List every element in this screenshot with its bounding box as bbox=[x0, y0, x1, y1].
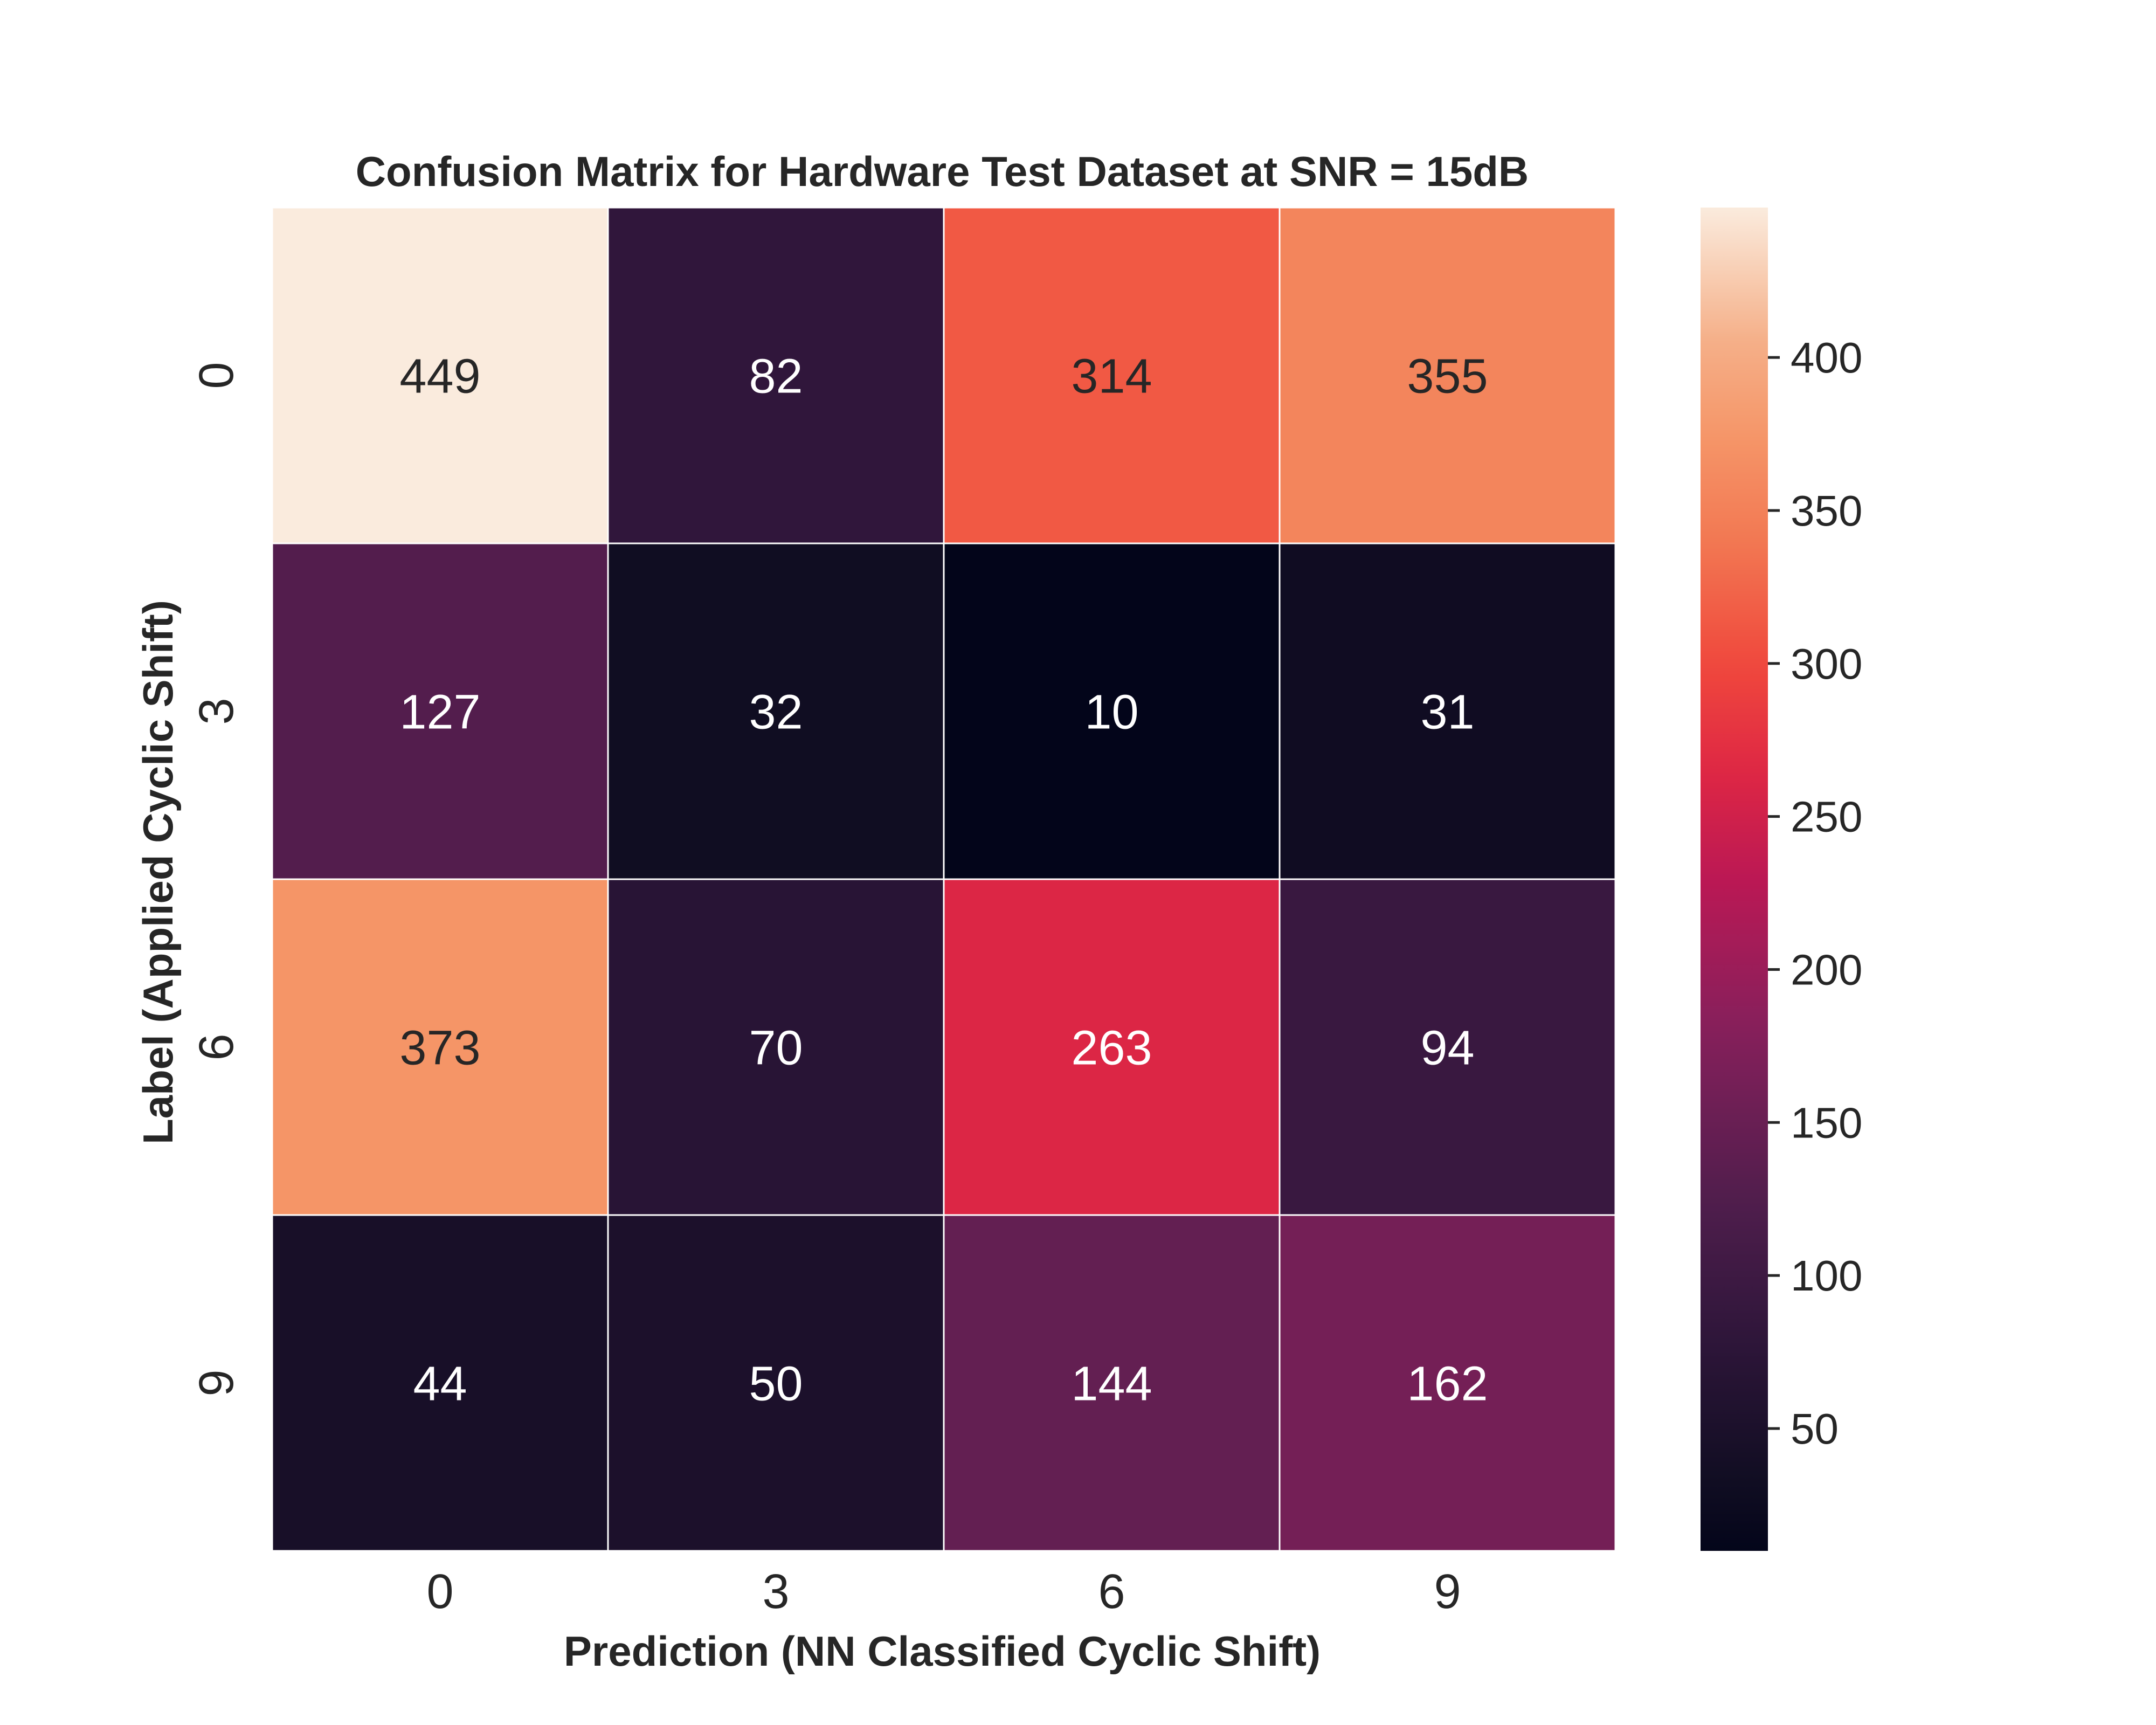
heatmap-cell bbox=[607, 206, 945, 544]
colorbar-tick-label: 400 bbox=[1791, 334, 1862, 382]
cell-value-label: 162 bbox=[1407, 1357, 1488, 1411]
colorbar-tick-label: 200 bbox=[1791, 946, 1862, 993]
x-tick-label: 6 bbox=[1098, 1565, 1125, 1619]
cell-value-label: 373 bbox=[399, 1022, 480, 1075]
heatmap-cell bbox=[271, 206, 609, 544]
cell-value-label: 314 bbox=[1071, 350, 1152, 404]
cell-value-label: 449 bbox=[399, 350, 480, 404]
chart-title: Confusion Matrix for Hardware Test Datas… bbox=[356, 148, 1529, 195]
heatmap-cell bbox=[271, 542, 609, 880]
y-axis-ticks: 0 3 6 9 bbox=[190, 362, 244, 1396]
y-axis-label: Label (Applied Cyclic Shift) bbox=[134, 600, 182, 1144]
cell-value-label: 70 bbox=[749, 1022, 803, 1075]
colorbar-tick-label: 50 bbox=[1791, 1405, 1839, 1453]
heatmap-cells bbox=[271, 206, 1616, 1552]
heatmap-cell-labels: 449 82 314 355 127 32 10 31 373 70 263 94 44 50 144 162 bbox=[399, 350, 1488, 1411]
colorbar-tick-label: 150 bbox=[1791, 1099, 1862, 1147]
cell-value-label: 50 bbox=[749, 1357, 803, 1411]
y-tick-label: 3 bbox=[190, 698, 244, 724]
colorbar-gradient bbox=[1701, 208, 1768, 1551]
colorbar-tick-label: 300 bbox=[1791, 640, 1862, 688]
cell-value-label: 263 bbox=[1071, 1022, 1152, 1075]
heatmap-cell bbox=[607, 1214, 945, 1552]
heatmap-cell bbox=[1279, 542, 1616, 880]
heatmap-cell bbox=[1279, 1214, 1616, 1552]
cell-value-label: 127 bbox=[399, 686, 480, 740]
heatmap-cell bbox=[1279, 878, 1616, 1216]
cell-value-label: 144 bbox=[1071, 1357, 1152, 1411]
colorbar: 50 100 150 200 250 300 350 400 bbox=[1701, 208, 1862, 1551]
colorbar-tick-label: 100 bbox=[1791, 1252, 1862, 1300]
x-tick-label: 0 bbox=[426, 1565, 453, 1619]
x-tick-label: 3 bbox=[762, 1565, 789, 1619]
y-tick-label: 6 bbox=[190, 1033, 244, 1060]
y-tick-label: 9 bbox=[190, 1369, 244, 1396]
colorbar-tick-label: 350 bbox=[1791, 487, 1862, 535]
cell-value-label: 32 bbox=[749, 686, 803, 740]
cell-value-label: 94 bbox=[1420, 1022, 1474, 1075]
cell-value-label: 10 bbox=[1084, 686, 1138, 740]
heatmap-cell bbox=[943, 1214, 1281, 1552]
heatmap-cell bbox=[943, 206, 1281, 544]
colorbar-ticks: 50 100 150 200 250 300 350 400 bbox=[1768, 334, 1862, 1453]
heatmap-cell bbox=[607, 542, 945, 880]
x-axis-ticks: 0 3 6 9 bbox=[426, 1565, 1461, 1619]
y-tick-label: 0 bbox=[190, 362, 244, 389]
cell-value-label: 82 bbox=[749, 350, 803, 404]
heatmap-cell bbox=[607, 878, 945, 1216]
heatmap-cell bbox=[943, 542, 1281, 880]
cell-value-label: 355 bbox=[1407, 350, 1488, 404]
x-tick-label: 9 bbox=[1434, 1565, 1461, 1619]
colorbar-tick-label: 250 bbox=[1791, 793, 1862, 841]
x-axis-label: Prediction (NN Classified Cyclic Shift) bbox=[564, 1627, 1321, 1675]
cell-value-label: 31 bbox=[1420, 686, 1474, 740]
cell-value-label: 44 bbox=[413, 1357, 467, 1411]
heatmap-cell bbox=[271, 1214, 609, 1552]
heatmap-cell bbox=[1279, 206, 1616, 544]
